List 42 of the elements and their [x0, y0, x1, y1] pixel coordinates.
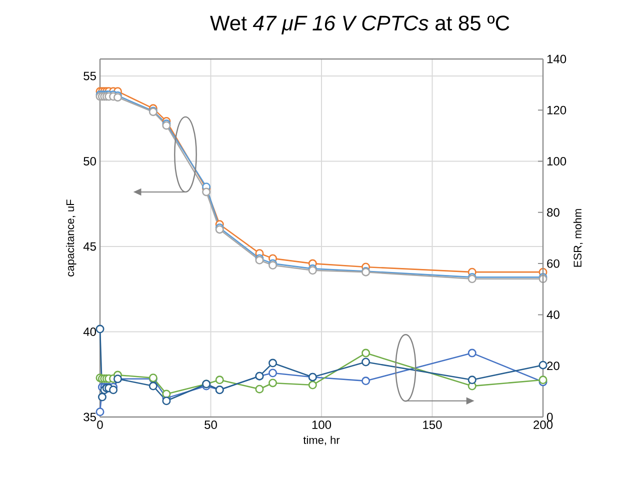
x-tick-label: 200	[534, 420, 553, 430]
y2-tick-label: 80	[547, 208, 560, 217]
point	[162, 390, 171, 398]
x-axis-title: time, hr	[303, 436, 340, 446]
point	[268, 378, 278, 388]
y2-tick-label: 60	[547, 259, 560, 268]
y2-tick-label: 40	[546, 310, 560, 319]
y2-tick-label: 120	[547, 106, 566, 114]
point	[109, 386, 118, 394]
point	[96, 324, 104, 334]
x-tick-label: 50	[204, 420, 217, 430]
point	[468, 376, 476, 384]
y-tick-label: 50	[84, 157, 96, 166]
y2-tick-label: 20	[547, 362, 560, 370]
y-tick-label: 35	[84, 412, 96, 422]
point	[268, 368, 278, 378]
y-tick-label: 40	[83, 328, 96, 336]
y2-tick-label: 140	[547, 54, 566, 64]
point	[362, 376, 370, 386]
y2-tick-label: 100	[547, 157, 566, 166]
point	[96, 408, 104, 416]
point	[468, 348, 476, 358]
y2-axis-title: ESR, mohm	[573, 209, 583, 267]
point	[148, 382, 158, 390]
point	[215, 376, 224, 384]
point	[162, 396, 171, 406]
y2-tick-label: 0	[547, 412, 553, 422]
point	[538, 360, 548, 370]
point	[362, 348, 370, 358]
x-tick-label: 100	[312, 420, 332, 430]
x-tick-label: 150	[423, 420, 442, 430]
point	[202, 188, 211, 196]
point	[362, 358, 370, 366]
point	[268, 358, 278, 368]
x-tick-label: 0	[97, 420, 103, 430]
point	[98, 392, 106, 402]
point	[255, 384, 264, 394]
y-axis-title: capacitance, uF	[66, 200, 76, 276]
point	[308, 380, 317, 390]
y-tick-label: 55	[84, 72, 96, 80]
y-tick-label: 45	[83, 242, 96, 251]
chart-title: Wet 47 μF 16 V CPTCs at 85 ºC	[210, 16, 510, 34]
